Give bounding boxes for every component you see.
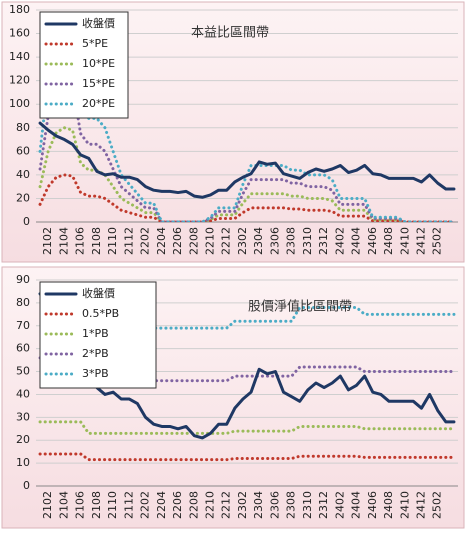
x-tick-label: 2106 <box>74 227 87 255</box>
y-tick-label: 80 <box>16 121 30 134</box>
x-tick-label: 2210 <box>203 227 216 255</box>
y-tick-label: 60 <box>16 342 30 355</box>
x-tick-label: 2202 <box>139 491 152 519</box>
legend-label: 0.5*PB <box>82 307 119 320</box>
x-tick-label: 2306 <box>268 227 281 255</box>
y-tick-label: 140 <box>9 50 30 63</box>
x-tick-label: 2204 <box>155 227 168 255</box>
legend-box <box>39 281 157 389</box>
band-line <box>38 356 456 383</box>
x-tick-label: 2212 <box>220 491 233 519</box>
y-tick-label: 0 <box>23 215 30 228</box>
x-tick-label: 2502 <box>431 227 444 255</box>
y-tick-label: 70 <box>16 319 30 332</box>
x-tick-label: 2106 <box>74 491 87 519</box>
legend-label: 收盤價 <box>82 286 115 300</box>
y-tick-label: 80 <box>16 296 30 309</box>
x-tick-label: 2302 <box>236 227 249 255</box>
legend: 收盤價 0.5*PB 1*PB 2*PB 3*PB <box>39 281 157 389</box>
x-tick-label: 2304 <box>252 227 265 255</box>
x-tick-label: 2210 <box>203 491 216 519</box>
x-tick-label: 2112 <box>122 491 135 519</box>
y-tick-label: 40 <box>16 168 30 181</box>
y-tick-label: 160 <box>9 27 30 40</box>
x-tick-label: 2304 <box>252 491 265 519</box>
x-tick-label: 2410 <box>398 491 411 519</box>
x-tick-label: 2108 <box>90 227 103 255</box>
x-tick-label: 2410 <box>398 227 411 255</box>
x-tick-label: 2208 <box>187 491 200 519</box>
x-tick-label: 2408 <box>382 491 395 519</box>
band-line <box>38 173 456 222</box>
legend-label: 10*PE <box>82 57 115 70</box>
y-tick-label: 120 <box>9 74 30 87</box>
x-tick-label: 2308 <box>285 227 298 255</box>
band-line <box>38 452 456 462</box>
x-tick-label: 2204 <box>155 491 168 519</box>
x-tick-label: 2202 <box>139 227 152 255</box>
legend: 收盤價 5*PE 10*PE 15*PE 20*PE <box>39 11 129 119</box>
legend-label: 20*PE <box>82 97 115 110</box>
y-tick-label: 40 <box>16 387 30 400</box>
x-tick-label: 2412 <box>414 491 427 519</box>
y-tick-label: 100 <box>9 97 30 110</box>
x-tick-label: 2406 <box>366 227 379 255</box>
x-tick-label: 2310 <box>301 491 314 519</box>
x-tick-label: 2406 <box>366 491 379 519</box>
legend-label: 5*PE <box>82 37 108 50</box>
x-tick-label: 2312 <box>317 227 330 255</box>
x-tick-label: 2302 <box>236 491 249 519</box>
x-tick-label: 2404 <box>350 227 363 255</box>
x-tick-label: 2110 <box>106 227 119 255</box>
legend-label: 15*PE <box>82 77 115 90</box>
x-tick-label: 2104 <box>57 227 70 255</box>
x-tick-label: 2208 <box>187 227 200 255</box>
x-tick-label: 2104 <box>57 491 70 519</box>
y-tick-label: 90 <box>16 273 30 286</box>
x-tick-label: 2312 <box>317 491 330 519</box>
price-line <box>38 292 456 440</box>
legend-label: 1*PB <box>82 327 109 340</box>
x-tick-label: 2408 <box>382 227 395 255</box>
x-tick-label: 2206 <box>171 227 184 255</box>
x-tick-label: 2206 <box>171 491 184 519</box>
y-tick-label: 50 <box>16 365 30 378</box>
x-tick-label: 2402 <box>333 491 346 519</box>
y-tick-label: 20 <box>16 191 30 204</box>
chart: 0 20 40 60 80 100 120 140 160 180 2102 2104 2106 2108… <box>1 1 465 263</box>
x-tick-label: 2110 <box>106 491 119 519</box>
chart-title: 本益比區間帶 <box>191 26 269 41</box>
x-tick-label: 2404 <box>350 491 363 519</box>
y-tick-label: 180 <box>9 3 30 16</box>
legend-label: 收盤價 <box>82 16 115 30</box>
legend-box <box>39 11 129 119</box>
x-tick-label: 2310 <box>301 227 314 255</box>
x-tick-label: 2108 <box>90 491 103 519</box>
legend-label: 2*PB <box>82 347 109 360</box>
x-tick-label: 2306 <box>268 491 281 519</box>
x-tick-label: 2502 <box>431 491 444 519</box>
x-tick-label: 2112 <box>122 227 135 255</box>
y-tick-label: 30 <box>16 410 30 423</box>
legend-label: 3*PB <box>82 367 109 380</box>
y-tick-label: 10 <box>16 456 30 469</box>
chart-title: 股價淨值比區間帶 <box>248 299 352 315</box>
x-tick-label: 2212 <box>220 227 233 255</box>
x-tick-label: 2102 <box>41 227 54 255</box>
plot-lines <box>38 32 456 222</box>
y-tick-label: 20 <box>16 433 30 446</box>
y-tick-label: 60 <box>16 144 30 157</box>
x-tick-label: 2102 <box>41 491 54 519</box>
band-line <box>38 420 456 435</box>
x-tick-label: 2402 <box>333 227 346 255</box>
x-tick-label: 2412 <box>414 227 427 255</box>
x-tick-label: 2308 <box>285 491 298 519</box>
y-tick-label: 0 <box>23 479 30 492</box>
price-line <box>38 121 456 199</box>
